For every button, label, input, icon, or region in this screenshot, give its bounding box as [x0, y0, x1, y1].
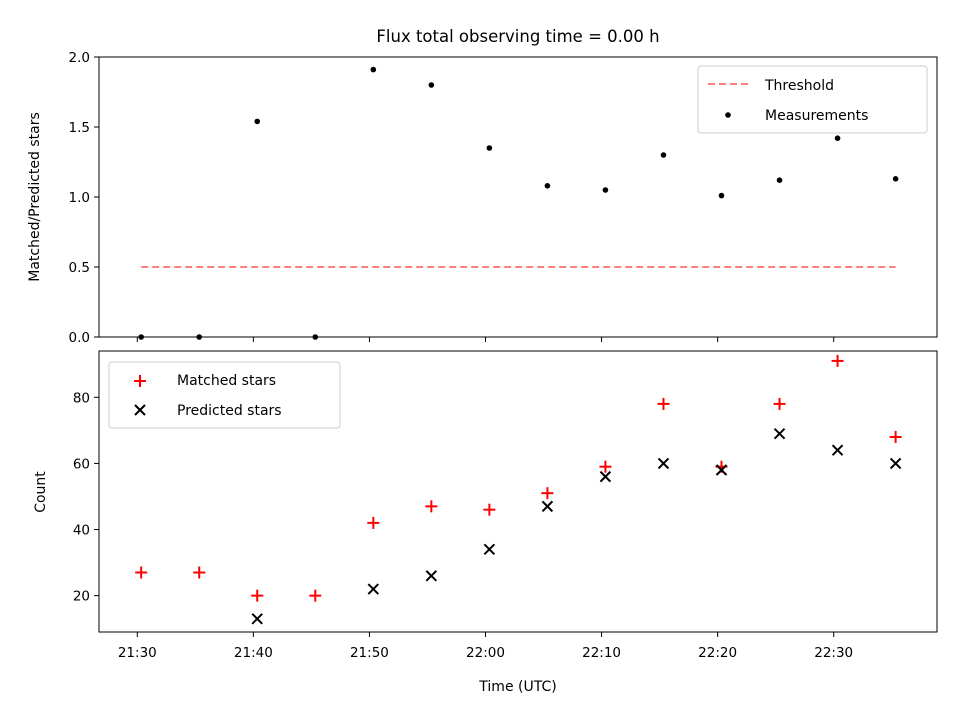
- top-y-tick-label: 1.5: [69, 120, 90, 136]
- matched-star-point: [889, 430, 902, 443]
- measurement-point: [660, 152, 667, 158]
- measurement-point: [486, 145, 493, 151]
- top-y-tick-label: 2.0: [69, 50, 90, 66]
- bottom-x-tick-label: 21:30: [118, 645, 157, 661]
- measurement-point: [544, 183, 551, 189]
- top-y-tick-label: 1.0: [69, 190, 90, 206]
- top-plot-frame: [98, 56, 938, 338]
- measurements-legend-swatch: [725, 112, 731, 118]
- predicted-star-point: [541, 500, 554, 513]
- measurements-legend-label: Measurements: [765, 108, 868, 124]
- bottom-y-tick-label: 20: [73, 589, 90, 605]
- matched-star-point: [425, 500, 438, 513]
- predicted-star-point: [773, 427, 786, 440]
- measurement-point: [428, 82, 435, 88]
- predicted-star-point: [889, 457, 902, 470]
- top-y-tick-label: 0.5: [69, 260, 90, 276]
- measurement-point: [718, 192, 725, 199]
- bottom-x-tick-label: 22:00: [466, 645, 505, 661]
- matched-star-point: [367, 516, 380, 529]
- bottom-x-tick-label: 22:10: [582, 645, 621, 661]
- bottom-plot-x-axis-label: Time (UTC): [478, 679, 556, 695]
- threshold-legend-label: Threshold: [764, 78, 834, 94]
- predicted-star-point: [715, 464, 728, 476]
- predicted-star-point: [483, 543, 496, 556]
- predicted-star-point: [831, 444, 844, 456]
- top-plot-title: Flux total observing time = 0.00 h: [376, 27, 659, 46]
- measurement-point: [776, 177, 783, 183]
- matched-star-point: [135, 566, 148, 579]
- top-plot-y-ticks: 0.0 0.5 1.0 1.5 2.0: [69, 50, 99, 346]
- matched-star-point: [541, 487, 554, 500]
- bottom-plot: Count Time (UTC) 20 40 60 80 21:30 21:40 21:5…: [33, 350, 938, 695]
- bottom-plot-y-axis-label: Count: [33, 471, 49, 513]
- bottom-x-tick-label: 22:20: [698, 645, 737, 661]
- measurement-point: [834, 135, 841, 141]
- matched-star-point: [831, 354, 844, 367]
- bottom-x-tick-label: 21:40: [234, 645, 273, 661]
- bottom-y-tick-label: 80: [73, 390, 90, 406]
- bottom-plot-frame: [98, 350, 938, 633]
- top-plot-y-axis-label: Matched/Predicted stars: [27, 112, 43, 282]
- measurement-point: [370, 66, 377, 73]
- bottom-x-tick-label: 21:50: [350, 645, 389, 661]
- predicted-legend-label: Predicted stars: [177, 403, 282, 419]
- matched-star-point: [483, 503, 496, 516]
- bottom-x-tick-label: 22:30: [814, 645, 853, 661]
- top-plot-legend: Threshold Measurements: [697, 65, 928, 134]
- bottom-y-tick-label: 60: [73, 456, 90, 472]
- matched-star-point: [599, 460, 612, 473]
- predicted-star-point: [657, 457, 670, 470]
- bottom-plot-series: [135, 354, 902, 625]
- predicted-star-point: [599, 470, 612, 483]
- matched-star-point: [193, 566, 206, 579]
- top-plot-series: [138, 66, 899, 340]
- measurement-point: [892, 176, 899, 182]
- top-plot-x-ticks: [136, 337, 835, 342]
- measurement-point: [602, 187, 609, 193]
- bottom-plot-legend: Matched stars Predicted stars: [108, 361, 341, 429]
- bottom-plot-x-ticks: 21:30 21:40 21:50 22:00 22:10 22:20 22:30: [118, 632, 853, 661]
- matched-star-point: [773, 397, 786, 410]
- matched-star-point: [251, 589, 264, 602]
- top-legend-box: [697, 65, 928, 134]
- top-y-tick-label: 0.0: [69, 330, 90, 346]
- measurement-point: [254, 118, 261, 125]
- predicted-star-point: [251, 613, 263, 625]
- bottom-plot-y-ticks: 20 40 60 80: [73, 390, 99, 605]
- matched-legend-swatch: [134, 375, 146, 387]
- bottom-legend-box: [108, 361, 341, 429]
- top-plot: Flux total observing time = 0.00 h Match…: [27, 27, 938, 346]
- bottom-y-tick-label: 40: [73, 523, 90, 539]
- predicted-star-point: [425, 570, 438, 582]
- matched-legend-label: Matched stars: [177, 373, 276, 389]
- matched-star-point: [657, 397, 670, 410]
- predicted-legend-swatch: [134, 404, 146, 416]
- predicted-star-point: [367, 583, 380, 595]
- matched-star-point: [309, 589, 322, 602]
